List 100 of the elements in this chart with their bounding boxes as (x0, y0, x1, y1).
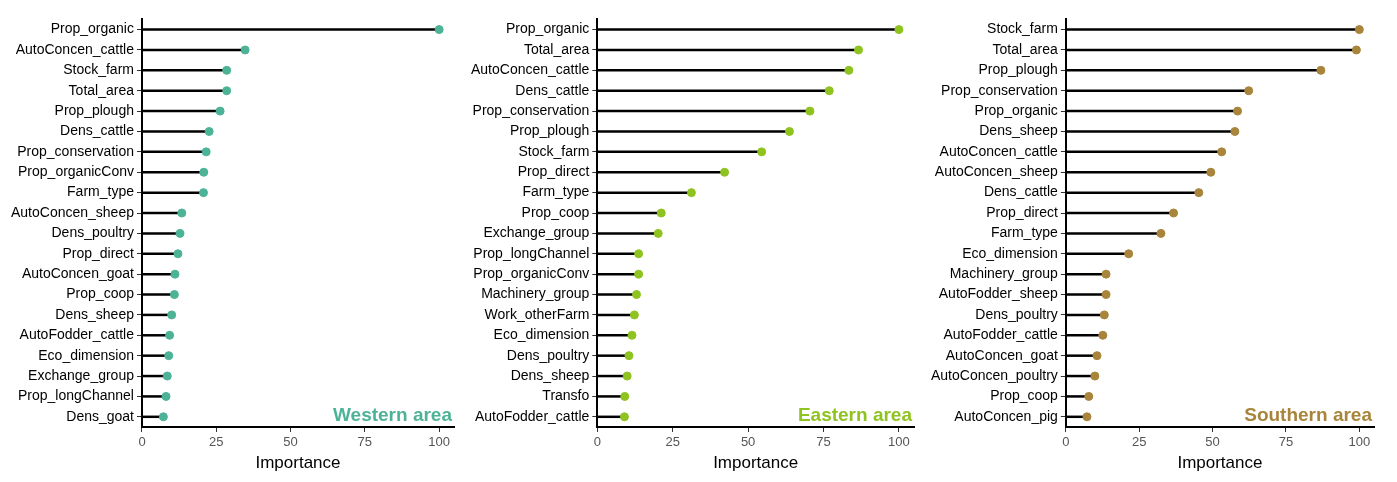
y-tick-label: AutoConcen_sheep (10, 203, 135, 220)
point (170, 269, 180, 279)
point (199, 167, 209, 177)
y-tick-label: AutoConcen_sheep (934, 163, 1059, 180)
point (158, 412, 168, 422)
point (240, 45, 250, 55)
point (1090, 371, 1100, 381)
y-tick-label: Prop_coop (521, 203, 590, 220)
point (434, 25, 444, 35)
x-tick-label: 50 (283, 434, 298, 450)
point (620, 391, 630, 401)
y-tick-label: Dens_sheep (979, 122, 1059, 139)
point (1194, 188, 1204, 198)
y-tick-label: Dens_poultry (975, 305, 1058, 322)
x-tick-label: 25 (1131, 434, 1147, 450)
y-tick-label: Prop_coop (66, 285, 135, 302)
y-tick-label: Eco_dimension (38, 346, 134, 363)
point (1156, 228, 1166, 238)
point (1233, 106, 1243, 116)
point (757, 147, 767, 157)
y-tick-label: AutoFodder_cattle (474, 407, 590, 424)
point (686, 188, 696, 198)
text: Southern area (1244, 403, 1373, 425)
y-tick-label: Work_otherFarm (484, 305, 590, 322)
y-tick-label: Prop_organicConv (18, 163, 134, 180)
point (622, 371, 632, 381)
point (222, 65, 232, 75)
y-tick-label: Exchange_group (28, 366, 135, 383)
point (1316, 65, 1326, 75)
x-tick-label: 75 (816, 434, 831, 450)
y-tick-label: Dens_sheep (55, 305, 135, 322)
point (1354, 25, 1364, 35)
y-tick-label: AutoConcen_goat (945, 346, 1058, 363)
point (1084, 391, 1094, 401)
y-tick-label: Dens_poultry (506, 346, 590, 363)
point (173, 249, 183, 259)
x-axis-title: Importance (255, 453, 341, 473)
point (177, 208, 187, 218)
point (634, 269, 644, 279)
y-tick-label: Dens_poultry (51, 224, 134, 241)
point (1101, 269, 1111, 279)
point (167, 310, 177, 320)
point (204, 126, 214, 136)
y-tick-label: AutoFodder_cattle (943, 326, 1059, 343)
point (175, 228, 185, 238)
point (165, 330, 175, 340)
x-tick-label: 25 (665, 434, 680, 450)
point (1082, 412, 1092, 422)
y-tick-label: AutoConcen_cattle (470, 61, 590, 78)
y-tick-label: Prop_organicConv (473, 265, 590, 282)
point (199, 188, 208, 198)
point (1124, 249, 1134, 259)
y-tick-label: AutoConcen_pig (954, 407, 1058, 424)
y-tick-label: Prop_plough (509, 122, 590, 139)
point (201, 147, 211, 157)
y-tick-label: Eco_dimension (962, 244, 1058, 261)
x-tick-label: 50 (740, 434, 756, 450)
point (805, 106, 815, 116)
point (854, 45, 863, 55)
y-tick-label: Stock_farm (987, 20, 1058, 37)
y-tick-label: Prop_direct (986, 203, 1058, 220)
point (720, 167, 730, 177)
y-tick-label: Stock_farm (63, 61, 134, 78)
x-tick-label: 75 (1278, 434, 1294, 450)
point (784, 126, 794, 136)
x-axis-title: Importance (1177, 453, 1263, 473)
point (624, 351, 634, 361)
text: Western area (333, 403, 453, 425)
y-tick-label: AutoConcen_poultry (930, 366, 1058, 383)
y-tick-label: Prop_organic (50, 20, 134, 37)
point (1230, 126, 1240, 136)
y-tick-label: Machinery_group (481, 285, 590, 302)
y-tick-label: Eco_dimension (493, 326, 590, 343)
y-tick-label: Prop_plough (978, 61, 1058, 78)
y-tick-label: Dens_cattle (515, 81, 590, 98)
y-tick-label: Total_area (68, 81, 135, 98)
point (1099, 310, 1109, 320)
point (656, 208, 666, 218)
y-tick-label: Prop_conservation (472, 101, 590, 118)
point (161, 391, 171, 401)
y-tick-label: Farm_type (522, 183, 590, 200)
point (632, 290, 642, 300)
point (653, 228, 663, 238)
point (1351, 45, 1361, 55)
x-tick-label: 0 (138, 434, 146, 450)
x-tick-label: 75 (357, 434, 373, 450)
y-tick-label: Prop_longChannel (18, 387, 134, 404)
y-tick-label: Prop_organic (974, 101, 1058, 118)
y-tick-label: Farm_type (990, 224, 1059, 241)
point (619, 412, 629, 422)
y-tick-label: Prop_plough (54, 101, 134, 118)
point (627, 330, 637, 340)
y-tick-label: AutoFodder_cattle (19, 326, 135, 343)
point (1206, 167, 1216, 177)
y-tick-label: Prop_organic (506, 20, 590, 37)
point (162, 371, 172, 381)
point (634, 249, 644, 259)
y-tick-label: Prop_direct (62, 244, 135, 261)
y-tick-label: Stock_farm (518, 142, 590, 159)
y-tick-label: Prop_conservation (17, 142, 134, 159)
